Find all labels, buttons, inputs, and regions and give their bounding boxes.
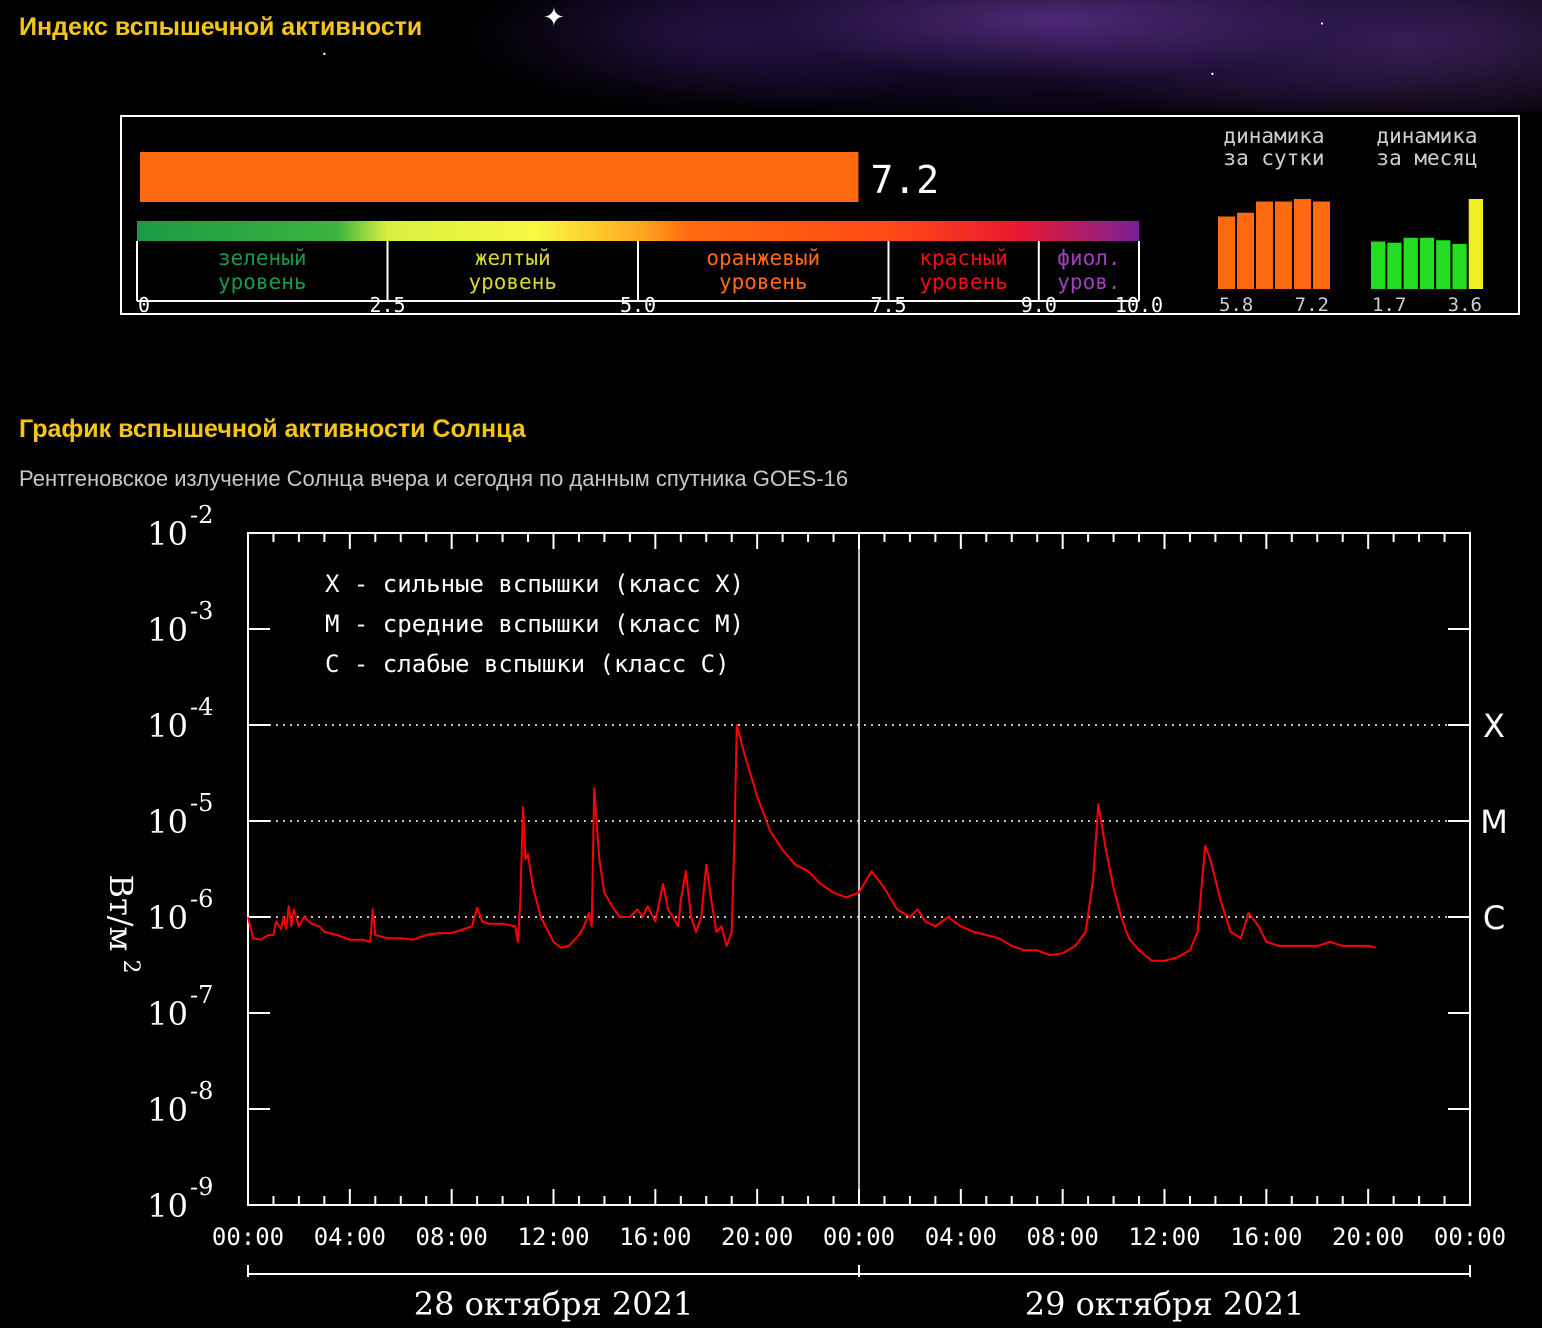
chart-title: График вспышечной активности Солнца	[19, 415, 526, 443]
y-tick-label-exponent: -5	[190, 789, 213, 817]
legend-entry: C - слабые вспышки (класс C)	[325, 650, 730, 678]
monthly-dynamics-max-label: 3.6	[1448, 294, 1482, 313]
xray-flux-line	[247, 724, 1377, 962]
x-tick-label: 16:00	[1230, 1223, 1302, 1251]
daily-dynamics-bar	[1313, 201, 1330, 289]
daily-dynamics-bar	[1256, 201, 1273, 289]
y-tick-label-exponent: -3	[190, 597, 213, 625]
y-tick-label-exponent: -2	[190, 501, 213, 529]
level-label-line2: уровень	[218, 270, 307, 294]
y-tick-label-base: 10	[147, 1091, 188, 1129]
monthly-dynamics-min-label: 1.7	[1372, 294, 1406, 313]
monthly-dynamics-title-line1: динамика	[1376, 124, 1477, 148]
date-label: 29 октября 2021	[1025, 1285, 1305, 1323]
chart-subtitle: Рентгеновское излучение Солнца вчера и с…	[19, 466, 849, 491]
y-tick-label-base: 10	[147, 707, 188, 745]
daily-dynamics-bar	[1294, 199, 1311, 289]
daily-dynamics-bar	[1275, 201, 1292, 289]
y-tick-label-exponent: -4	[190, 693, 213, 721]
date-label: 28 октября 2021	[414, 1285, 694, 1323]
monthly-dynamics-title-line2: за месяц	[1376, 146, 1477, 170]
xray-flux-chart: 10-210-310-410-510-610-710-810 -900:00 04:…	[102, 501, 1508, 1323]
daily-dynamics-bar	[1218, 216, 1235, 289]
x-tick-label: 04:00	[314, 1223, 386, 1251]
y-tick-label-exponent: -8	[190, 1077, 213, 1105]
level-label-line2: уровень	[919, 270, 1008, 294]
level-label-line1: зеленый	[218, 246, 307, 270]
x-tick-label: 08:00	[416, 1223, 488, 1251]
star-icon: ✦	[543, 3, 565, 33]
daily-dynamics-bar	[1237, 212, 1254, 289]
y-tick-label-exponent: -9	[190, 1173, 213, 1201]
x-tick-label: 04:00	[925, 1223, 997, 1251]
y-tick-label-base: 10	[147, 995, 188, 1033]
y-tick-label-base: 10	[147, 611, 188, 649]
level-label-line1: желтый	[475, 246, 551, 270]
level-label-line1: оранжевый	[706, 246, 820, 270]
level-label-line1: фиол.	[1057, 246, 1120, 270]
daily-dynamics-title-line2: за сутки	[1223, 146, 1324, 170]
scale-tick-label: 2.5	[369, 293, 405, 313]
flare-index-graphic: 7.20 2.5 5.0 7.5 9.0 10.0зеленыйуровеньжелтый…	[136, 124, 1483, 317]
level-label-line2: уровень	[719, 270, 808, 294]
daily-dynamics-min-label: 5.8	[1219, 294, 1253, 313]
daily-dynamics-title-line1: динамика	[1223, 124, 1324, 148]
monthly-dynamics-bar	[1387, 242, 1402, 289]
star-icon: •	[1320, 20, 1325, 28]
star-icon: •	[322, 50, 327, 59]
x-tick-label: 00:00	[212, 1223, 284, 1251]
x-tick-label: 16:00	[619, 1223, 691, 1251]
monthly-dynamics-bar	[1371, 241, 1386, 289]
flare-index-panel: 7.2 0 2.5 5.0 7.5 9.0 10.0 зеленый уровень желтый…	[120, 115, 1520, 317]
star-icon: •	[1210, 70, 1215, 79]
y-tick-label-base: 10	[147, 1187, 188, 1225]
legend-entry: X - сильные вспышки (класс X)	[325, 570, 744, 598]
class-label: C	[1483, 899, 1505, 937]
level-label-line2: уров.	[1057, 270, 1120, 294]
scale-tick-label: 10.0	[1115, 293, 1163, 313]
scale-tick-label: 7.5	[870, 293, 906, 313]
scale-tick-label: 0	[138, 293, 150, 313]
monthly-dynamics-bar	[1452, 244, 1467, 289]
daily-dynamics-max-label: 7.2	[1295, 294, 1329, 313]
index-title: Индекс вспышечной активности	[19, 13, 423, 41]
monthly-dynamics-bar	[1436, 240, 1451, 289]
x-tick-label: 00:00	[823, 1223, 895, 1251]
monthly-dynamics-bar	[1468, 199, 1483, 289]
y-tick-label-base: 10	[147, 899, 188, 937]
y-tick-label-exponent: -6	[190, 885, 213, 913]
level-gradient-bar	[137, 221, 1139, 241]
space-background: ✦ • • •	[0, 0, 1542, 112]
monthly-dynamics-bar	[1403, 237, 1418, 289]
y-tick-label-base: 10	[147, 803, 188, 841]
x-tick-label: 20:00	[1332, 1223, 1404, 1251]
x-tick-label: 08:00	[1027, 1223, 1099, 1251]
class-label: M	[1480, 803, 1508, 841]
x-tick-label: 20:00	[721, 1223, 793, 1251]
y-axis-label-superscript: 2	[118, 959, 143, 973]
monthly-dynamics-bar	[1419, 237, 1435, 289]
legend-entry: M - средние вспышки (класс M)	[325, 610, 744, 638]
y-axis-label: Вт/м2	[102, 875, 143, 974]
scale-tick-label: 9.0	[1021, 293, 1057, 313]
x-tick-label: 00:00	[1434, 1223, 1506, 1251]
current-index-bar	[140, 152, 859, 202]
level-label-line2: уровень	[468, 270, 557, 294]
level-label-line1: красный	[919, 246, 1008, 270]
class-label: X	[1483, 707, 1505, 745]
y-tick-label-exponent: -7	[190, 981, 213, 1009]
x-tick-label: 12:00	[1128, 1223, 1200, 1251]
x-tick-label: 12:00	[517, 1223, 589, 1251]
y-tick-label-base: 10	[147, 515, 188, 553]
current-index-value: 7.2	[870, 158, 939, 202]
scale-tick-label: 5.0	[620, 293, 656, 313]
